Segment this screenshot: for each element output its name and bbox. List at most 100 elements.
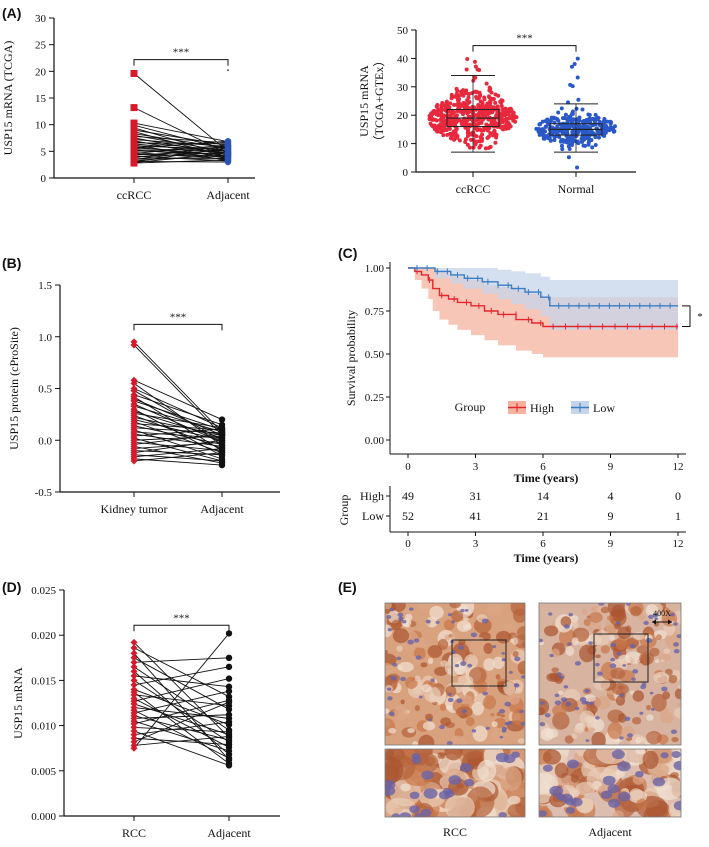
pair-line: [133, 721, 230, 736]
x-axis-label: Time (years): [514, 471, 579, 485]
swarm-point: [454, 126, 459, 131]
tissue-blob: [633, 631, 645, 641]
nucleus: [385, 785, 396, 796]
nucleus: [492, 645, 497, 649]
y-tick-label: 1.0: [38, 332, 52, 344]
swarm-point: [552, 137, 557, 142]
nucleus: [448, 692, 452, 696]
swarm-point: [457, 118, 462, 123]
pair-line: [133, 437, 223, 462]
swarm-point: [491, 97, 496, 102]
nucleus: [641, 682, 647, 687]
y-tick-label: 50: [397, 25, 409, 37]
x-tick-label: Adjacent: [206, 188, 250, 202]
tissue-blob: [612, 810, 624, 817]
pair-line: [133, 149, 229, 156]
point-right: [225, 698, 233, 706]
tissue-blob: [560, 784, 576, 797]
swarm-point: [496, 93, 501, 98]
swarm-point: [547, 135, 552, 140]
pair-line: [133, 690, 230, 714]
tissue-blob: [558, 690, 564, 695]
scale-arrow-icon: [652, 619, 672, 625]
swarm-point: [452, 120, 457, 125]
pair-line: [133, 153, 229, 163]
pair-line: [133, 439, 223, 454]
swarm-point: [504, 123, 509, 128]
nucleus: [610, 643, 617, 648]
tissue-blob: [439, 703, 447, 712]
tissue-blob: [422, 721, 436, 731]
tissue-blob: [385, 756, 404, 784]
y-tick-label: 1.5: [38, 280, 52, 292]
x-tick-label: Kidney tumor: [101, 502, 168, 516]
significance-bracket: [133, 624, 230, 632]
swarm-point: [483, 104, 488, 109]
tissue-blob: [449, 735, 467, 745]
tissue-blob: [495, 630, 512, 644]
pair-line: [133, 157, 229, 160]
swarm-point: [492, 128, 497, 133]
y-tick-label: -0.5: [35, 487, 53, 499]
pair-line: [133, 452, 223, 462]
tissue-blob: [389, 779, 422, 807]
tissue-blob: [444, 634, 451, 641]
nucleus: [470, 632, 478, 638]
swarm-point: [583, 119, 588, 124]
nucleus: [501, 729, 507, 733]
swarm-point: [434, 104, 439, 109]
nucleus: [391, 813, 401, 817]
nucleus: [673, 800, 681, 811]
nucleus: [407, 639, 414, 645]
nucleus: [540, 701, 546, 705]
nucleus: [425, 619, 431, 624]
swarm-point: [580, 107, 585, 112]
point-right: [218, 425, 226, 433]
nucleus: [645, 637, 653, 643]
tissue-blob: [470, 636, 487, 657]
tissue-blob: [659, 712, 674, 724]
zoom-box-rcc: [451, 639, 507, 687]
point-right: [218, 461, 226, 469]
swarm-point: [537, 132, 542, 137]
pair-line: [133, 435, 223, 441]
tissue-blob: [457, 674, 474, 687]
tissue-blob: [590, 605, 604, 615]
nucleus: [451, 620, 456, 624]
nucleus: [396, 656, 402, 661]
swarm-point: [514, 115, 519, 120]
point-left: [130, 700, 138, 708]
tissue-blob: [517, 738, 525, 744]
nucleus: [548, 612, 553, 616]
nucleus: [507, 720, 513, 725]
y-tick-label: 25: [35, 40, 47, 52]
survival-curve-low: [408, 267, 678, 307]
swarm-point: [570, 111, 575, 116]
swarm-point: [479, 138, 484, 143]
chart-b-paired-protein: -0.5 0.0 0.5 1.0 1.5 USP15 protein (cProSite)…: [7, 280, 280, 516]
risk-axis-label: Group: [337, 495, 351, 526]
pair-line: [133, 394, 223, 426]
significance-bracket: [133, 323, 223, 331]
nucleus: [676, 634, 681, 639]
swarm-point: [579, 136, 584, 141]
nucleus: [625, 603, 631, 606]
swarm-point: [472, 106, 477, 111]
pair-line: [133, 142, 229, 145]
point-right: [225, 754, 233, 762]
swarm-point: [551, 116, 556, 121]
risk-count: 0: [675, 489, 681, 503]
nucleus: [460, 608, 465, 613]
y-tick-label: 20: [35, 66, 47, 78]
tile-border: [384, 602, 526, 746]
risk-count: 21: [537, 509, 549, 523]
nucleus: [619, 736, 624, 740]
tissue-blob: [418, 734, 435, 745]
nucleus: [574, 661, 581, 666]
swarm-point: [568, 123, 573, 128]
point-left: [130, 667, 138, 675]
nucleus: [430, 678, 435, 682]
pair-line: [133, 129, 229, 146]
y-axis-label: Survival probability: [344, 310, 358, 406]
tissue-blob: [490, 712, 495, 717]
